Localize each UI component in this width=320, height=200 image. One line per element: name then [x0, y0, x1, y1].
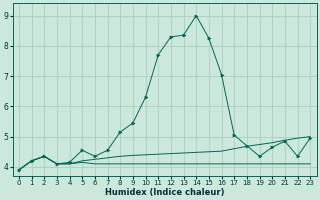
- X-axis label: Humidex (Indice chaleur): Humidex (Indice chaleur): [105, 188, 224, 197]
